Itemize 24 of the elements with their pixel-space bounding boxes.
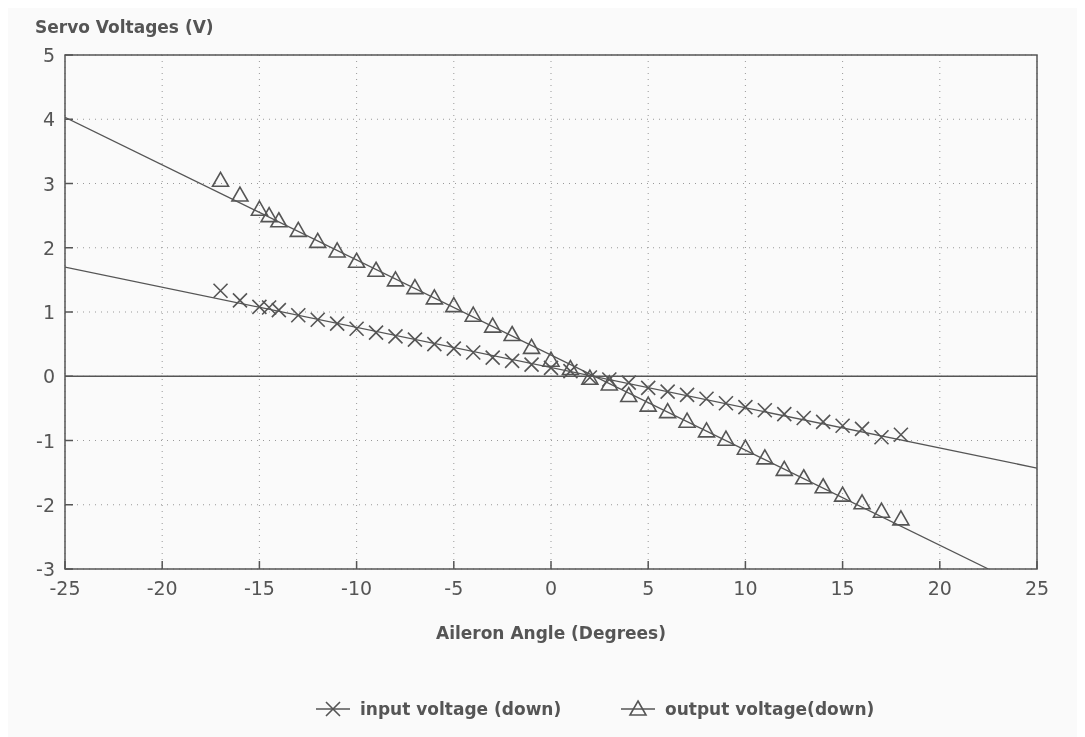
x-tick-label: 20 [927,577,952,599]
y-tick-label: -2 [36,493,55,516]
y-tick-label: 5 [42,44,55,66]
y-axis-title: Servo Voltages (V) [35,17,214,37]
x-tick-label: 15 [830,577,855,599]
y-tick-label: 1 [42,301,55,323]
x-tick-label: 25 [1024,577,1050,599]
y-tick-label: 4 [42,108,55,131]
x-tick-label: 10 [733,577,758,599]
x-tick-label: -25 [49,577,81,599]
legend-label: output voltage(down) [665,699,875,719]
x-axis-title: Aileron Angle (Degrees) [435,623,667,643]
y-tick-label: 2 [42,236,55,259]
x-tick-label: 0 [544,577,558,599]
x-tick-label: -15 [243,577,275,599]
y-tick-label: -3 [36,558,55,580]
x-tick-label: -20 [146,577,178,599]
x-tick-label: 5 [642,577,655,599]
x-tick-label: -10 [341,577,373,599]
y-tick-label: 3 [42,172,55,195]
legend-label: input voltage (down) [360,699,562,719]
y-tick-label: -1 [36,429,55,452]
x-tick-label: -5 [444,577,464,599]
y-tick-label: 0 [42,365,55,388]
